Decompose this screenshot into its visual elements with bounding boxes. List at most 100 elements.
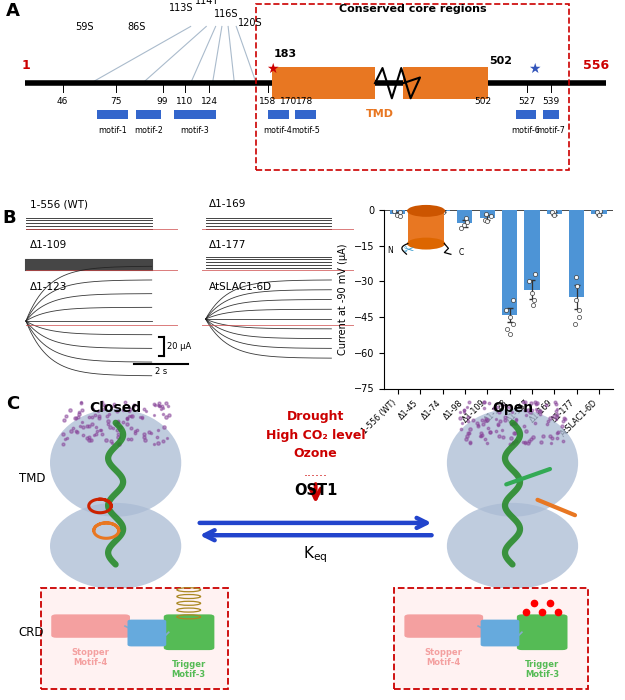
Point [438, 206, 448, 218]
FancyBboxPatch shape [481, 620, 519, 646]
Text: N: N [388, 246, 393, 255]
Text: 556: 556 [583, 59, 609, 72]
Text: 124: 124 [201, 97, 218, 106]
FancyBboxPatch shape [97, 110, 128, 119]
Text: AtSLAC1-6D: AtSLAC1-6D [209, 281, 272, 292]
Text: N: N [144, 634, 150, 643]
Text: Open: Open [492, 401, 533, 415]
Text: Drought: Drought [287, 410, 344, 424]
Point [524, 276, 534, 287]
Text: motif-4: motif-4 [264, 126, 292, 134]
Point [394, 211, 404, 222]
Point [574, 312, 584, 323]
Point [571, 295, 581, 306]
Text: Trigger
Motif-3: Trigger Motif-3 [525, 660, 559, 680]
Point [571, 281, 581, 292]
Text: 1-556 (WT): 1-556 (WT) [29, 199, 88, 209]
Text: motif-3: motif-3 [181, 126, 209, 134]
Text: B: B [2, 209, 16, 227]
Text: Δ1-109: Δ1-109 [29, 241, 67, 251]
FancyBboxPatch shape [127, 620, 166, 646]
Point [594, 206, 604, 217]
FancyBboxPatch shape [136, 110, 161, 119]
Text: 120S: 120S [238, 18, 262, 28]
Point [528, 300, 538, 311]
Ellipse shape [447, 409, 578, 517]
Text: 183: 183 [274, 48, 297, 59]
FancyBboxPatch shape [51, 615, 130, 638]
Ellipse shape [407, 238, 445, 250]
Point [508, 318, 518, 330]
Y-axis label: Current at -90 mV (μA): Current at -90 mV (μA) [339, 244, 349, 355]
FancyBboxPatch shape [404, 615, 483, 638]
Point [392, 209, 402, 220]
Text: 59S: 59S [75, 22, 94, 32]
Text: 99: 99 [157, 97, 168, 106]
Text: 170: 170 [279, 97, 297, 106]
Ellipse shape [447, 503, 578, 589]
Text: C: C [498, 623, 502, 632]
Text: Ozone: Ozone [294, 447, 338, 461]
Bar [412, 210, 428, 212]
Point [549, 206, 559, 217]
Point [570, 318, 580, 330]
Text: 116S: 116S [214, 9, 239, 19]
Ellipse shape [50, 409, 181, 517]
Point [527, 288, 537, 299]
Text: 502: 502 [474, 97, 492, 106]
Text: N: N [497, 634, 503, 643]
Text: CRD: CRD [19, 626, 44, 638]
Point [480, 214, 490, 225]
Point [486, 211, 496, 222]
Text: 527: 527 [518, 97, 536, 106]
Text: TMD: TMD [366, 108, 394, 119]
Text: 113S: 113S [169, 4, 194, 13]
Text: 178: 178 [296, 97, 313, 106]
Text: ......: ...... [304, 466, 328, 479]
Text: motif-5: motif-5 [291, 126, 320, 134]
Bar [435, 210, 450, 211]
Text: 539: 539 [542, 97, 560, 106]
Text: Δ1-177: Δ1-177 [209, 241, 247, 251]
Text: 158: 158 [259, 97, 276, 106]
Text: OST1: OST1 [294, 483, 338, 498]
Point [415, 207, 425, 218]
Text: Stopper
Motif-4: Stopper Motif-4 [72, 648, 109, 667]
Text: Δ1-169: Δ1-169 [209, 199, 247, 209]
FancyBboxPatch shape [516, 110, 536, 119]
Text: ★: ★ [528, 62, 541, 76]
Text: TMD: TMD [19, 472, 45, 484]
Ellipse shape [50, 503, 181, 589]
FancyBboxPatch shape [542, 110, 559, 119]
Bar [390, 210, 406, 214]
Bar [479, 210, 495, 218]
Point [529, 295, 539, 306]
Bar [502, 210, 518, 315]
Text: A: A [6, 2, 20, 20]
FancyBboxPatch shape [403, 67, 488, 99]
Point [462, 216, 472, 228]
Text: Conserved core regions: Conserved core regions [339, 4, 486, 14]
Bar [524, 210, 539, 290]
Point [416, 206, 426, 218]
Bar [569, 210, 584, 297]
Point [594, 209, 604, 220]
Text: 502: 502 [489, 56, 512, 66]
Bar [591, 210, 607, 214]
Bar [547, 210, 562, 214]
Point [419, 205, 429, 216]
Text: Closed: Closed [89, 401, 142, 415]
Point [547, 206, 557, 218]
Text: 86S: 86S [127, 22, 146, 32]
Text: 75: 75 [110, 97, 121, 106]
Text: ✂: ✂ [404, 244, 414, 258]
Text: 2 s: 2 s [154, 367, 167, 376]
Text: 20 μA: 20 μA [167, 342, 191, 351]
Point [482, 215, 492, 226]
Text: 46: 46 [57, 97, 68, 106]
Text: motif-2: motif-2 [134, 126, 163, 134]
Point [461, 213, 471, 224]
Point [571, 271, 581, 282]
Point [389, 206, 399, 217]
Ellipse shape [407, 205, 445, 217]
